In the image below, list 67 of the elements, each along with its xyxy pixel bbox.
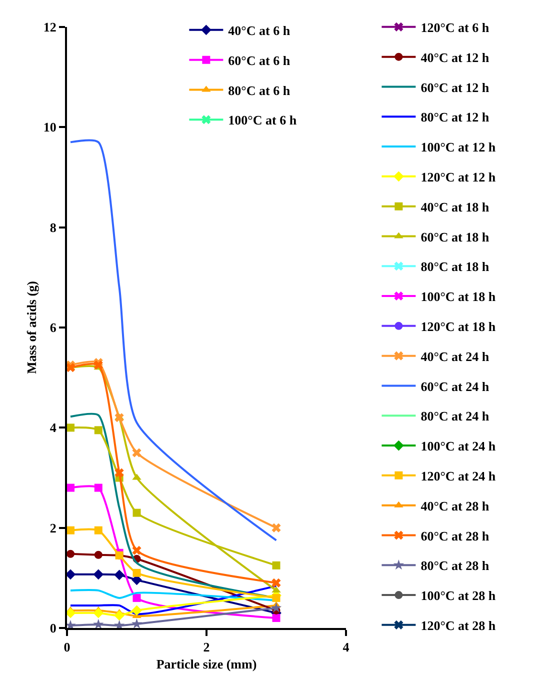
point bbox=[114, 468, 124, 478]
legend-label: 120°C at 28 h bbox=[420, 618, 496, 633]
legend-label: 100°C at 12 h bbox=[420, 140, 496, 155]
legend-label: 60°C at 6 h bbox=[228, 52, 291, 68]
legend-label: 100°C at 24 h bbox=[420, 438, 496, 454]
point bbox=[114, 610, 125, 621]
point bbox=[93, 608, 104, 618]
point bbox=[66, 363, 76, 372]
point bbox=[132, 605, 142, 616]
legend-label: 120°C at 6 h bbox=[420, 20, 490, 35]
point bbox=[93, 618, 104, 630]
legend-label: 40°C at 18 h bbox=[420, 199, 490, 214]
point bbox=[270, 602, 282, 612]
point bbox=[94, 526, 102, 534]
x-tick-label: 2 bbox=[203, 640, 210, 655]
point bbox=[114, 413, 124, 422]
point bbox=[114, 570, 125, 580]
point bbox=[93, 569, 104, 580]
y-tick-label: 0 bbox=[50, 620, 56, 636]
legend-label: 80°C at 28 h bbox=[420, 558, 490, 574]
y-tick-label: 6 bbox=[50, 320, 57, 336]
legend-label: 120°C at 24 h bbox=[420, 468, 496, 484]
point bbox=[132, 568, 141, 577]
point bbox=[66, 526, 74, 534]
point bbox=[272, 594, 280, 602]
point bbox=[272, 561, 280, 570]
x-axis-title: Particle size (mm) bbox=[156, 656, 257, 672]
legend-label: 80°C at 18 h bbox=[420, 259, 490, 274]
point bbox=[66, 484, 74, 492]
x-tick-label: 0 bbox=[64, 640, 70, 655]
point bbox=[66, 550, 74, 558]
legend-label: 120°C at 12 h bbox=[420, 169, 496, 184]
legend-label: 80°C at 24 h bbox=[420, 408, 490, 424]
point bbox=[272, 578, 281, 588]
y-axis-title: Mass of acids (g) bbox=[24, 281, 39, 374]
legend-label: 80°C at 12 h bbox=[420, 110, 490, 125]
x-tick-label: 4 bbox=[342, 640, 350, 655]
point bbox=[94, 360, 103, 370]
legend-label: 40°C at 24 h bbox=[420, 348, 490, 364]
point bbox=[272, 614, 280, 622]
legend-label: 120°C at 18 h bbox=[420, 318, 496, 334]
point bbox=[132, 508, 141, 517]
legend-label: 100°C at 28 h bbox=[420, 588, 496, 604]
legend-label: 40°C at 6 h bbox=[228, 23, 291, 38]
legend-label: 100°C at 18 h bbox=[420, 289, 496, 304]
point bbox=[94, 484, 102, 492]
point bbox=[131, 618, 142, 629]
legend-label: 40°C at 28 h bbox=[420, 498, 490, 514]
point bbox=[132, 448, 142, 458]
legend-label: 60°C at 12 h bbox=[420, 80, 490, 95]
y-tick-label: 12 bbox=[43, 20, 56, 35]
y-tick-label: 8 bbox=[50, 220, 57, 235]
legend-label: 60°C at 28 h bbox=[420, 528, 490, 544]
legend-label: 60°C at 18 h bbox=[420, 229, 490, 244]
point bbox=[132, 594, 141, 602]
legend-label: 80°C at 6 h bbox=[228, 82, 291, 98]
point bbox=[94, 550, 102, 559]
point bbox=[132, 546, 142, 555]
y-tick-label: 4 bbox=[50, 420, 57, 436]
point bbox=[94, 426, 102, 434]
point bbox=[272, 523, 281, 532]
legend-label: 40°C at 12 h bbox=[420, 50, 490, 65]
point bbox=[66, 424, 74, 432]
y-tick-label: 10 bbox=[43, 120, 56, 135]
legend-label: 60°C at 24 h bbox=[420, 378, 490, 394]
legend-label: 100°C at 6 h bbox=[228, 112, 298, 128]
y-tick-label: 2 bbox=[50, 520, 56, 536]
